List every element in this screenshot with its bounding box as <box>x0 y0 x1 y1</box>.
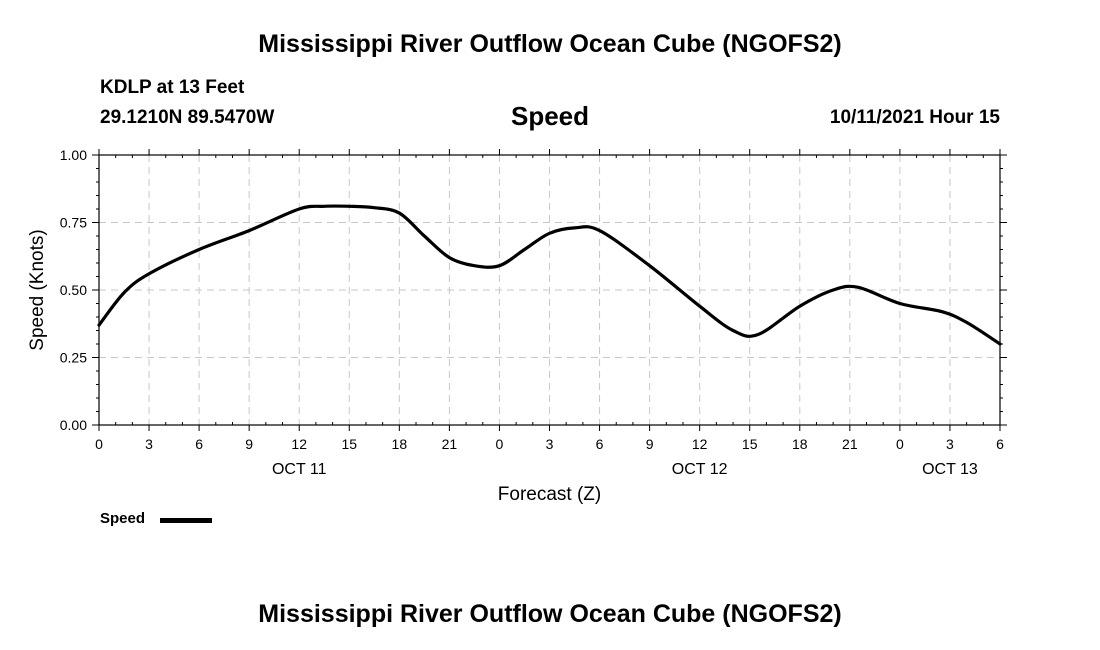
speed-series-line <box>97 204 1002 346</box>
x-tick-label: 0 <box>496 436 504 452</box>
x-tick-label: 15 <box>742 436 758 452</box>
x-tick-label: 9 <box>646 436 654 452</box>
variable-title: Speed <box>510 101 590 131</box>
y-tick-label: 1.00 <box>60 147 87 163</box>
x-tick-label: 0 <box>95 436 103 452</box>
x-tick-label: 3 <box>546 436 554 452</box>
x-tick-label: 9 <box>245 436 253 452</box>
forecast-run-time: 10/11/2021 Hour 15 <box>829 107 1000 128</box>
x-tick-label: 12 <box>692 436 708 452</box>
x-tick-label: 3 <box>946 436 954 452</box>
x-tick-label: 21 <box>442 436 458 452</box>
y-tick-label: 0.00 <box>60 417 87 433</box>
x-tick-label: 6 <box>195 436 203 452</box>
x-tick-label: 6 <box>596 436 604 452</box>
station-coordinates: 29.1210N 89.5470W <box>100 107 275 128</box>
y-tick-label: 0.25 <box>60 350 87 366</box>
y-tick-label: 0.75 <box>60 215 87 231</box>
footer-title: Mississippi River Outflow Ocean Cube (NG… <box>258 600 842 628</box>
x-tick-label: 18 <box>792 436 808 452</box>
x-tick-label: 21 <box>842 436 858 452</box>
x-tick-label: 6 <box>996 436 1004 452</box>
x-tick-label: 18 <box>392 436 408 452</box>
legend-label: Speed <box>100 510 146 527</box>
y-axis-label: Speed (Knots) <box>27 229 48 350</box>
station-label: KDLP at 13 Feet <box>100 77 245 98</box>
x-tick-label: 15 <box>341 436 357 452</box>
x-tick-label: 0 <box>896 436 904 452</box>
x-tick-label: 12 <box>291 436 307 452</box>
date-label: OCT 13 <box>922 461 978 478</box>
x-axis-label: Forecast (Z) <box>498 484 601 505</box>
x-tick-label: 3 <box>145 436 153 452</box>
y-tick-label: 0.50 <box>60 282 87 298</box>
chart-title: Mississippi River Outflow Ocean Cube (NG… <box>258 30 842 58</box>
date-label: OCT 11 <box>272 461 327 478</box>
plot-frame <box>98 154 1001 426</box>
date-label: OCT 12 <box>672 461 728 478</box>
legend-swatch <box>160 518 212 523</box>
